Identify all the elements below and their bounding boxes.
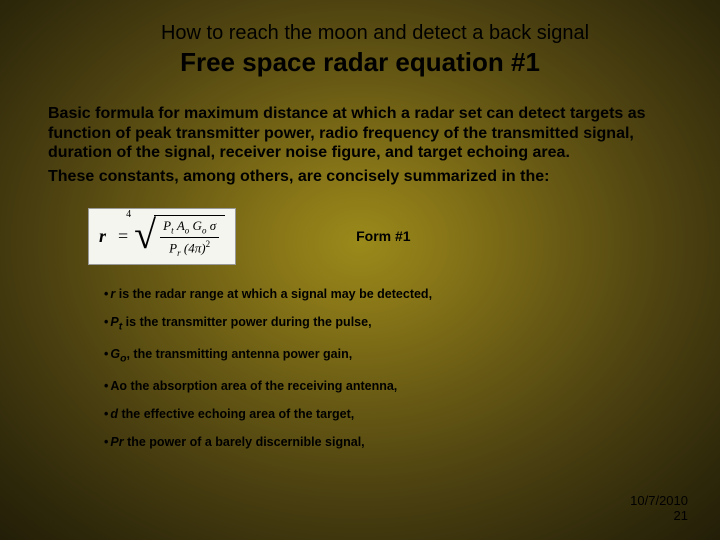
body-paragraph-1: Basic formula for maximum distance at wh…	[48, 104, 672, 163]
formula-equals: =	[118, 226, 128, 247]
bullet-d: •d the effective echoing area of the tar…	[104, 407, 672, 422]
form-number-label: Form #1	[356, 228, 410, 244]
bullet-go: •Go, the transmitting antenna power gain…	[104, 347, 672, 366]
formula-numerator: Pt Ao Go σ	[160, 218, 219, 238]
radar-equation-formula: r = 4 √ Pt Ao Go σ Pr (4π)2	[88, 208, 236, 265]
bullet-ao: •Ao the absorption area of the receiving…	[104, 379, 672, 394]
formula-fraction: Pt Ao Go σ Pr (4π)2	[154, 215, 225, 258]
bullet-pt: •Pt is the transmitter power during the …	[104, 315, 672, 334]
slide-footer: 10/7/2010 21	[630, 493, 688, 524]
slide-title: Free space radar equation #1	[48, 47, 672, 78]
footer-page-number: 21	[630, 508, 688, 524]
bullet-pr: •Pr the power of a barely discernible si…	[104, 435, 672, 450]
body-paragraph-2: These constants, among others, are conci…	[48, 167, 672, 187]
formula-lhs: r	[99, 226, 106, 247]
formula-root: 4 √ Pt Ao Go σ Pr (4π)2	[134, 215, 225, 258]
supertitle: How to reach the moon and detect a back …	[78, 22, 672, 45]
bullet-r: •r is the radar range at which a signal …	[104, 287, 672, 302]
footer-date: 10/7/2010	[630, 493, 688, 509]
slide: How to reach the moon and detect a back …	[0, 0, 720, 540]
formula-root-index: 4	[126, 209, 131, 220]
formula-denominator: Pr (4π)2	[169, 238, 210, 258]
bullet-list: •r is the radar range at which a signal …	[104, 287, 672, 450]
radical-symbol: √	[134, 217, 156, 260]
formula-row: r = 4 √ Pt Ao Go σ Pr (4π)2 Form #1	[88, 208, 672, 265]
